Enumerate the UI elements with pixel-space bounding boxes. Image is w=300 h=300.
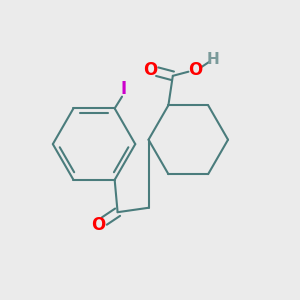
Text: O: O xyxy=(91,216,106,234)
Text: H: H xyxy=(206,52,219,67)
Text: I: I xyxy=(120,80,127,98)
Text: O: O xyxy=(188,61,202,79)
Text: O: O xyxy=(144,61,158,79)
